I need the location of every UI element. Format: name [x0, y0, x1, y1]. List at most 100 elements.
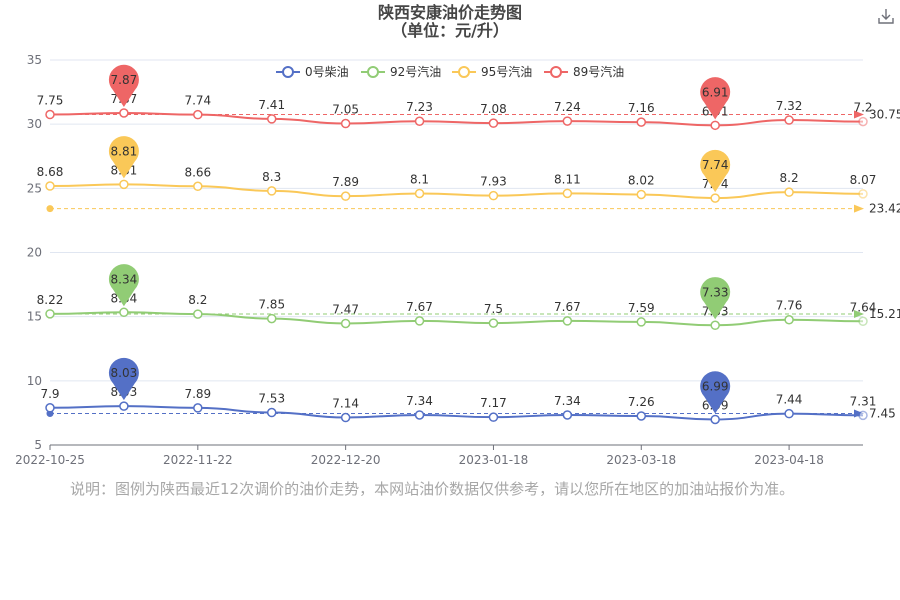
data-point	[119, 108, 129, 118]
data-label: 7.89	[332, 175, 359, 189]
data-point	[193, 403, 203, 413]
chart-note: 说明：图例为陕西最近12次调价的油价走势，本网站油价数据仅供参考，请以您所在地区…	[70, 480, 795, 498]
average-label: 7.45	[869, 407, 896, 421]
pin-label: 6.99	[702, 379, 729, 393]
average-line-arrow	[854, 204, 864, 213]
data-point	[193, 181, 203, 192]
download-icon[interactable]	[876, 6, 896, 26]
series-line	[49, 405, 864, 421]
pin-shape	[700, 149, 731, 193]
subtitle-line: （单位：元/升）	[391, 21, 509, 40]
data-point	[858, 189, 868, 199]
data-point	[340, 118, 351, 129]
data-label: 7.14	[332, 397, 359, 411]
pin-label: 8.81	[111, 144, 138, 158]
min-pin: 7.33	[700, 277, 731, 320]
average-label: 23.42	[869, 202, 900, 216]
series-line	[49, 112, 864, 127]
y-tick-label: 25	[27, 181, 42, 195]
max-pin: 7.87	[108, 64, 139, 108]
pin-label: 7.87	[111, 73, 138, 87]
data-label: 7.93	[480, 175, 507, 189]
pin-label: 6.91	[702, 85, 729, 99]
data-point	[858, 316, 868, 327]
max-pin: 8.81	[108, 136, 139, 179]
max-pin: 8.03	[108, 357, 139, 401]
pin-shape	[108, 357, 139, 401]
data-point	[119, 307, 129, 318]
x-tick-label: 2023-01-18	[459, 453, 529, 467]
data-point	[710, 193, 720, 203]
series-line	[49, 183, 864, 200]
data-point	[45, 181, 55, 191]
data-point	[266, 313, 277, 324]
data-point	[784, 408, 794, 419]
series-line	[49, 311, 864, 327]
data-point	[340, 318, 351, 329]
data-label: 7.34	[554, 394, 581, 408]
x-tick-label: 2023-04-18	[754, 453, 824, 467]
pin-shape	[108, 64, 139, 108]
data-label: 7.67	[406, 300, 433, 314]
data-point	[45, 109, 55, 120]
y-tick-label: 15	[27, 310, 42, 324]
data-point	[858, 116, 868, 127]
data-point	[340, 191, 351, 201]
data-label: 7.23	[406, 100, 433, 114]
data-label: 7.9	[40, 387, 59, 401]
data-label: 7.32	[776, 99, 803, 113]
pin-label: 7.33	[702, 285, 729, 299]
data-point	[45, 403, 55, 413]
data-point	[340, 412, 351, 423]
pin-shape	[700, 371, 731, 414]
x-tick-label: 2022-10-25	[15, 453, 85, 467]
data-point	[266, 407, 277, 418]
pin-shape	[108, 264, 139, 307]
data-label: 7.26	[628, 395, 655, 409]
min-pin: 6.99	[700, 371, 731, 414]
data-point	[562, 188, 573, 199]
data-point	[414, 116, 425, 126]
pin-shape	[108, 136, 139, 179]
data-point	[414, 188, 425, 199]
data-label: 7.74	[184, 94, 211, 108]
pin-shape	[700, 77, 731, 120]
legend-label: 92号汽油	[390, 64, 441, 79]
pin-label: 8.03	[111, 366, 138, 380]
data-point	[266, 114, 277, 124]
data-point	[119, 401, 129, 411]
data-label: 7.53	[258, 392, 285, 406]
data-label: 8.22	[37, 293, 64, 307]
average-line-start	[46, 205, 54, 213]
data-point	[784, 314, 794, 325]
data-point	[710, 320, 720, 331]
data-point	[119, 179, 129, 190]
data-label: 7.67	[554, 300, 581, 314]
data-label: 7.16	[628, 101, 655, 115]
legend-label: 0号柴油	[305, 65, 349, 79]
data-label: 8.66	[184, 165, 211, 179]
data-point	[488, 118, 499, 128]
data-label: 7.24	[554, 100, 581, 114]
data-point	[858, 410, 868, 421]
data-point	[562, 116, 573, 126]
data-label: 7.47	[332, 302, 359, 316]
data-label: 8.02	[628, 173, 655, 187]
data-label: 8.3	[262, 170, 281, 184]
min-pin: 7.74	[700, 149, 731, 193]
data-point	[562, 410, 573, 420]
y-tick-label: 10	[27, 374, 42, 388]
average-label: 30.75	[869, 108, 900, 122]
y-tick-label: 30	[27, 117, 42, 131]
data-label: 7.89	[184, 387, 211, 401]
data-point	[488, 318, 499, 328]
data-label: 8.1	[410, 172, 429, 186]
data-point	[193, 109, 203, 120]
data-point	[562, 316, 573, 326]
x-tick-label: 2022-12-20	[311, 453, 381, 467]
data-label: 7.2	[853, 101, 872, 115]
data-label: 7.08	[480, 102, 507, 116]
data-label: 7.31	[850, 394, 877, 408]
data-point	[488, 190, 499, 201]
data-point	[636, 189, 647, 200]
